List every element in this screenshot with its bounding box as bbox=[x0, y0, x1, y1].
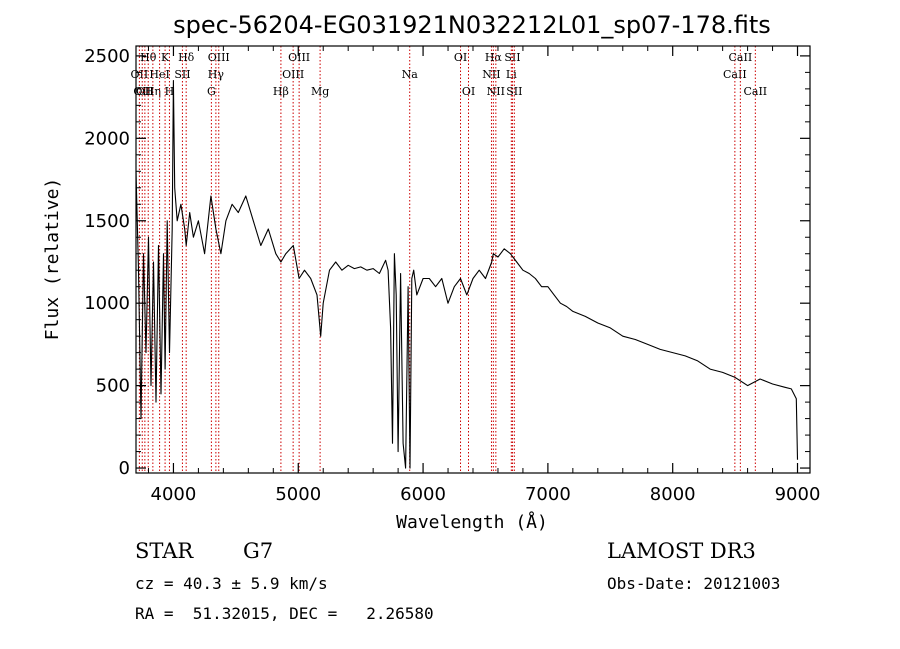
line-marker-label-21: Hα bbox=[485, 51, 503, 64]
flux-line bbox=[135, 80, 799, 469]
x-tick-label-5: 9000 bbox=[775, 484, 821, 505]
object-class: STAR bbox=[135, 539, 194, 563]
x-tick-label-0: 4000 bbox=[151, 484, 197, 505]
line-marker-label-20: NII bbox=[482, 68, 500, 81]
line-marker-label-3: Hθ bbox=[140, 51, 157, 64]
observation-date: Obs-Date: 20121003 bbox=[607, 574, 780, 593]
redshift-readout: cz = 40.3 ± 5.9 km/s bbox=[135, 574, 328, 593]
line-marker-label-5: HeI bbox=[149, 68, 169, 81]
x-tick-label-3: 7000 bbox=[525, 484, 571, 505]
line-marker-label-25: SII bbox=[506, 85, 522, 98]
x-tick-label-4: 8000 bbox=[650, 484, 696, 505]
line-marker-label-4: Hη bbox=[145, 85, 161, 98]
y-tick-label-0: 0 bbox=[119, 458, 130, 479]
chart-title: spec-56204-EG031921N032212L01_sp07-178.f… bbox=[173, 11, 771, 39]
line-marker-label-17: Na bbox=[402, 68, 419, 81]
survey-name: LAMOST DR3 bbox=[607, 539, 756, 563]
line-marker-label-10: G bbox=[207, 85, 216, 98]
line-marker-label-6: K bbox=[161, 51, 170, 64]
y-tick-label-1: 500 bbox=[96, 376, 130, 397]
line-marker-label-28: CaII bbox=[743, 85, 767, 98]
line-marker-label-13: Hβ bbox=[273, 85, 289, 98]
line-marker-label-11: Hγ bbox=[208, 68, 225, 81]
y-tick-label-4: 2000 bbox=[84, 128, 130, 149]
y-axis-label: Flux (relative) bbox=[42, 178, 63, 341]
line-marker-label-9: Hδ bbox=[178, 51, 195, 64]
line-marker-label-18: OI bbox=[454, 51, 467, 64]
line-marker-label-1: OII bbox=[133, 85, 151, 98]
line-marker-label-24: SII bbox=[504, 51, 520, 64]
line-marker-label-22: NII bbox=[487, 85, 505, 98]
x-axis-label: Wavelength (Å) bbox=[396, 511, 548, 533]
flux-line-group bbox=[135, 80, 799, 469]
x-tick-label-2: 6000 bbox=[400, 484, 446, 505]
object-subclass: G7 bbox=[243, 539, 273, 563]
line-marker-label-23: Li bbox=[506, 68, 517, 81]
line-marker-label-26: CaII bbox=[723, 68, 747, 81]
line-marker-label-0: OII bbox=[131, 68, 149, 81]
y-tick-label-2: 1000 bbox=[84, 293, 130, 314]
line-marker-label-15: OIII bbox=[288, 51, 310, 64]
line-marker-label-16: Mg bbox=[311, 85, 329, 98]
y-tick-label-3: 1500 bbox=[84, 211, 130, 232]
plot-frame bbox=[135, 45, 811, 474]
spectral-line-markers: OIIOIIOIIHθHηHeIKHSIIHδGHγOIIIHβOIIIOIII… bbox=[131, 46, 767, 473]
line-marker-label-14: OIII bbox=[282, 68, 304, 81]
coordinates-readout: RA = 51.32015, DEC = 2.26580 bbox=[135, 604, 434, 623]
line-marker-label-19: OI bbox=[462, 85, 475, 98]
line-marker-label-12: OIII bbox=[208, 51, 230, 64]
x-tick-label-1: 5000 bbox=[275, 484, 321, 505]
line-marker-label-27: CaII bbox=[729, 51, 753, 64]
axes: 4000 5000 6000 7000 8000 9000 0 500 1000 1500 2000… bbox=[84, 45, 821, 505]
line-marker-label-8: SII bbox=[174, 68, 190, 81]
line-marker-label-2: OII bbox=[136, 85, 154, 98]
line-marker-label-7: H bbox=[165, 85, 175, 98]
y-tick-label-5: 2500 bbox=[84, 46, 130, 67]
